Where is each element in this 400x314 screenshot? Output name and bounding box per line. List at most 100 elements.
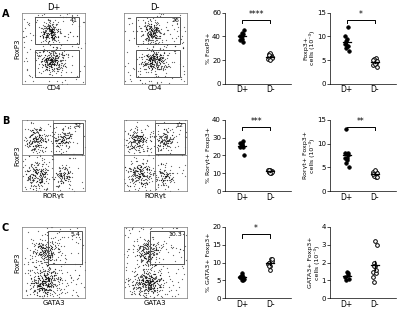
Point — [139, 60, 146, 65]
Point — [52, 57, 59, 62]
Point — [153, 37, 160, 42]
Point — [166, 137, 172, 142]
Point — [35, 276, 42, 281]
Point — [46, 62, 53, 67]
Point — [142, 62, 148, 67]
Point — [268, 171, 274, 176]
Point — [38, 139, 44, 144]
Point — [147, 253, 154, 258]
Point — [136, 149, 143, 154]
Point — [145, 57, 152, 62]
Point — [141, 253, 148, 258]
Point — [44, 32, 51, 37]
Point — [268, 54, 275, 59]
Point — [144, 249, 150, 254]
Point — [45, 266, 51, 271]
Point — [162, 181, 168, 186]
Point — [151, 241, 157, 246]
Point — [137, 275, 144, 280]
Point — [164, 170, 170, 175]
Point — [130, 178, 136, 183]
Point — [49, 257, 56, 262]
Point — [61, 287, 68, 292]
Point — [62, 257, 69, 262]
Point — [48, 30, 54, 35]
Point — [151, 250, 157, 255]
Point — [24, 49, 30, 54]
Point — [162, 138, 168, 143]
Point — [48, 33, 55, 38]
Point — [69, 170, 75, 175]
Point — [164, 250, 171, 255]
Point — [140, 160, 146, 165]
Point — [40, 242, 46, 247]
Point — [146, 279, 153, 284]
Point — [61, 48, 67, 53]
Point — [149, 248, 155, 253]
Point — [238, 271, 245, 276]
Point — [48, 282, 54, 287]
Point — [155, 35, 161, 40]
Point — [143, 56, 149, 61]
Point — [46, 38, 52, 43]
Point — [164, 19, 170, 24]
Point — [169, 132, 175, 137]
Point — [30, 277, 37, 282]
Point — [138, 297, 144, 302]
Point — [45, 55, 51, 60]
Point — [27, 272, 34, 277]
Point — [168, 178, 175, 183]
Point — [42, 245, 48, 250]
Point — [48, 279, 54, 284]
Point — [42, 282, 49, 287]
Point — [52, 266, 58, 271]
Point — [175, 24, 182, 29]
Point — [147, 260, 153, 265]
Point — [144, 282, 150, 287]
Point — [149, 62, 155, 67]
Point — [148, 22, 154, 27]
Point — [53, 143, 59, 149]
Point — [60, 63, 66, 68]
Point — [127, 165, 134, 171]
Point — [152, 23, 159, 28]
Point — [125, 16, 132, 21]
Point — [30, 289, 36, 294]
Point — [148, 32, 155, 37]
Point — [147, 61, 153, 66]
Point — [73, 240, 79, 245]
Point — [140, 138, 146, 143]
Point — [130, 66, 137, 71]
Point — [51, 37, 58, 42]
Point — [147, 286, 153, 291]
Point — [38, 245, 44, 250]
Point — [148, 32, 154, 37]
Point — [142, 163, 149, 168]
Point — [142, 287, 148, 292]
Point — [36, 127, 42, 132]
Point — [152, 283, 159, 288]
Point — [46, 62, 53, 67]
Point — [145, 37, 152, 42]
Point — [183, 130, 190, 135]
Point — [160, 171, 166, 176]
Point — [129, 139, 136, 144]
Point — [137, 287, 144, 292]
Point — [134, 168, 140, 173]
Point — [54, 60, 60, 65]
Point — [34, 136, 40, 141]
Point — [45, 284, 51, 289]
Point — [179, 277, 185, 282]
Point — [41, 293, 48, 298]
Point — [59, 174, 66, 179]
Point — [148, 63, 154, 68]
Point — [138, 163, 144, 168]
Point — [167, 179, 174, 184]
Point — [158, 147, 165, 152]
Point — [39, 64, 45, 69]
Point — [20, 35, 26, 40]
Point — [268, 168, 275, 173]
Point — [46, 38, 52, 43]
Point — [32, 270, 38, 275]
Point — [149, 58, 156, 63]
